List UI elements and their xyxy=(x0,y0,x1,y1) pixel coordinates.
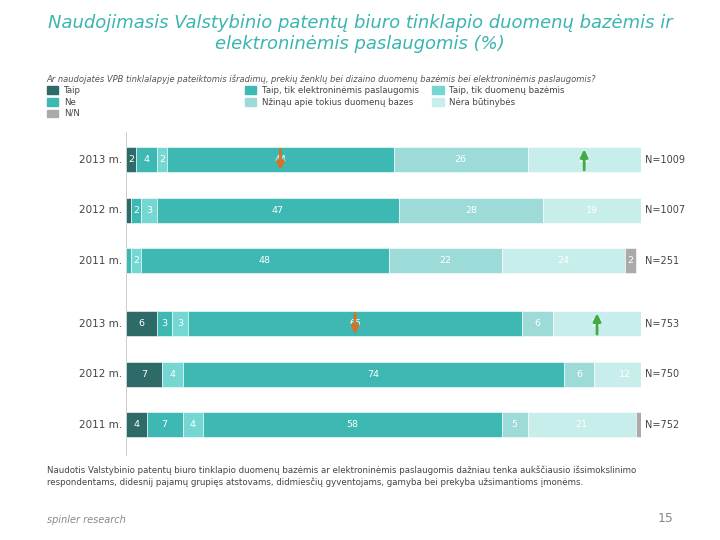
Text: 58: 58 xyxy=(346,420,359,429)
Bar xyxy=(553,311,641,336)
Text: N=1009: N=1009 xyxy=(645,154,685,165)
Text: N=753: N=753 xyxy=(645,319,679,329)
Bar xyxy=(147,412,183,437)
Text: 2: 2 xyxy=(133,256,139,265)
Text: 24: 24 xyxy=(557,256,570,265)
Bar xyxy=(394,147,528,172)
Text: 4: 4 xyxy=(143,155,150,164)
Bar xyxy=(502,248,626,273)
Text: N/N: N/N xyxy=(64,109,80,118)
Text: 2: 2 xyxy=(128,155,134,164)
Bar xyxy=(157,311,172,336)
Text: 19: 19 xyxy=(586,206,598,214)
Text: Ar naudojatės VPB tinklalapyje pateiktomis išradimų, prekių ženklų bei dizaino d: Ar naudojatės VPB tinklalapyje pateiktom… xyxy=(47,75,596,84)
Bar xyxy=(157,198,399,223)
Bar xyxy=(131,198,141,223)
Text: 3: 3 xyxy=(161,319,168,328)
Text: Naudotis Valstybinio patentų biuro tinklapio duomenų bazėmis ar elektroninėmis p: Naudotis Valstybinio patentų biuro tinkl… xyxy=(47,465,636,475)
Text: Nžinąu apie tokius duomenų bazes: Nžinąu apie tokius duomenų bazes xyxy=(262,98,413,106)
Text: 2012 m.: 2012 m. xyxy=(78,205,122,215)
Bar xyxy=(389,248,502,273)
Bar xyxy=(636,412,672,437)
Text: 2013 m.: 2013 m. xyxy=(78,319,122,329)
Text: 2: 2 xyxy=(628,256,634,265)
Text: Naudojimasis Valstybinio patentų biuro tinklapio duomenų bazėmis ir: Naudojimasis Valstybinio patentų biuro t… xyxy=(48,14,672,31)
Text: 7: 7 xyxy=(651,420,657,429)
Bar xyxy=(172,311,188,336)
Text: 4: 4 xyxy=(190,420,196,429)
Bar xyxy=(183,412,203,437)
Bar xyxy=(183,362,564,387)
Text: 7: 7 xyxy=(141,370,147,379)
Text: 26: 26 xyxy=(454,155,467,164)
Bar xyxy=(523,311,553,336)
Bar xyxy=(502,412,528,437)
Text: Fiziniai asmenys: Fiziniai asmenys xyxy=(47,168,56,252)
Text: N=1007: N=1007 xyxy=(645,205,685,215)
Text: 6: 6 xyxy=(576,370,582,379)
Text: 3: 3 xyxy=(177,319,183,328)
Text: 2: 2 xyxy=(133,206,139,214)
Text: 3: 3 xyxy=(146,206,152,214)
Text: 47: 47 xyxy=(272,206,284,214)
Text: 4: 4 xyxy=(133,420,139,429)
Bar xyxy=(595,362,656,387)
Text: N=251: N=251 xyxy=(645,255,679,266)
Bar xyxy=(167,147,394,172)
Text: elektroninėmis paslaugomis (%): elektroninėmis paslaugomis (%) xyxy=(215,35,505,53)
Bar xyxy=(141,248,389,273)
Bar xyxy=(136,147,157,172)
Text: N=750: N=750 xyxy=(645,369,679,379)
Bar xyxy=(131,248,141,273)
Text: 17: 17 xyxy=(591,319,603,328)
Text: 5: 5 xyxy=(512,420,518,429)
Text: 12: 12 xyxy=(619,370,631,379)
Text: Nėra būtinybės: Nėra būtinybės xyxy=(449,98,516,106)
Text: Taip: Taip xyxy=(64,86,81,94)
Text: N=752: N=752 xyxy=(645,420,679,430)
Text: 2011 m.: 2011 m. xyxy=(78,420,122,430)
Text: Verslo subjektai: Verslo subjektai xyxy=(47,333,56,415)
Bar xyxy=(126,311,157,336)
Text: 21: 21 xyxy=(575,420,588,429)
Text: Taip, tik duomenų bazėmis: Taip, tik duomenų bazėmis xyxy=(449,86,564,94)
Bar xyxy=(141,198,157,223)
Text: 6: 6 xyxy=(535,319,541,328)
Bar xyxy=(126,198,131,223)
Bar xyxy=(564,362,595,387)
Bar xyxy=(528,412,636,437)
Text: respondentams, didesnij pajamų grupięs atstovams, didmiesčių gyventojams, gamyba: respondentams, didesnij pajamų grupięs a… xyxy=(47,478,583,488)
Bar xyxy=(126,147,136,172)
Text: 2013 m.: 2013 m. xyxy=(78,154,122,165)
Bar xyxy=(126,412,147,437)
Text: 48: 48 xyxy=(259,256,271,265)
Text: 65: 65 xyxy=(349,319,361,328)
Text: 2012 m.: 2012 m. xyxy=(78,369,122,379)
Text: Taip, tik elektroninėmis paslaugomis: Taip, tik elektroninėmis paslaugomis xyxy=(262,86,419,94)
Bar xyxy=(126,362,162,387)
Text: Ne: Ne xyxy=(64,98,76,106)
Bar xyxy=(528,147,641,172)
Text: 4: 4 xyxy=(169,370,176,379)
Text: 44: 44 xyxy=(274,155,287,164)
Text: 15: 15 xyxy=(657,512,673,525)
Text: 74: 74 xyxy=(367,370,379,379)
Text: spinler research: spinler research xyxy=(47,515,125,525)
Text: 22: 22 xyxy=(578,155,590,164)
Bar xyxy=(157,147,167,172)
Text: 2011 m.: 2011 m. xyxy=(78,255,122,266)
Text: 2: 2 xyxy=(159,155,165,164)
Bar xyxy=(188,311,523,336)
Text: 28: 28 xyxy=(465,206,477,214)
Text: 7: 7 xyxy=(161,420,168,429)
Bar xyxy=(162,362,183,387)
Bar xyxy=(126,248,131,273)
Text: 22: 22 xyxy=(439,256,451,265)
Bar xyxy=(399,198,543,223)
Bar xyxy=(543,198,641,223)
Bar xyxy=(203,412,502,437)
Bar xyxy=(626,248,636,273)
Text: 6: 6 xyxy=(138,319,145,328)
